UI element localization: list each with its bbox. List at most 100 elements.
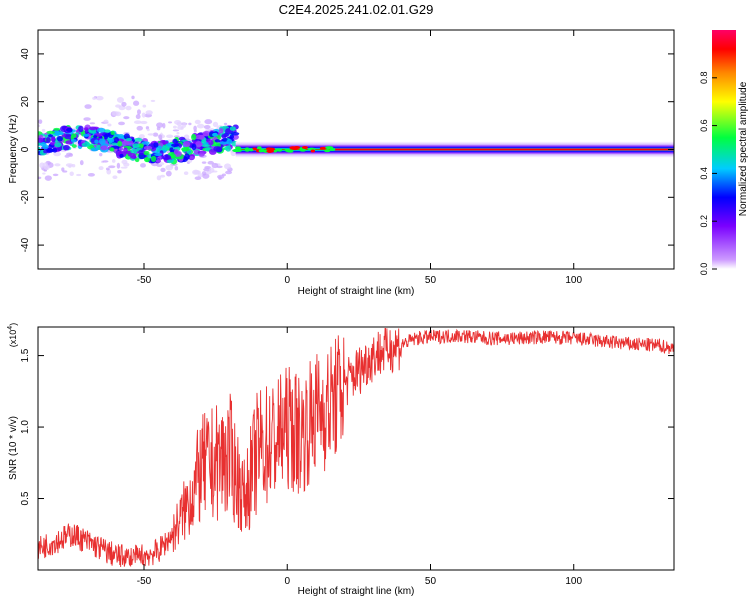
spectrogram-scatter	[118, 122, 125, 126]
spectrogram-peak-dot	[249, 148, 253, 151]
spectrogram-cluster	[126, 138, 132, 141]
spectrogram-cluster	[225, 145, 231, 151]
spectrogram-panel: -50 0 50 100-40-2002040 Height of straight …	[8, 30, 674, 297]
spectrogram-scatter	[103, 120, 108, 124]
spectrogram-cluster	[63, 145, 70, 151]
spectrogram-cluster	[162, 146, 170, 151]
spectrogram-scatter	[92, 97, 96, 100]
figure: C2E4.2025.241.02.01.G29 -50 0 50 100-40-200…	[0, 0, 750, 600]
spectrogram-scatter	[137, 109, 141, 115]
spectrogram-scatter	[96, 96, 104, 101]
spectrogram-cluster	[51, 137, 55, 142]
spectrogram-ytick-label: -40	[20, 237, 31, 252]
spectrogram-scatter	[54, 163, 60, 166]
spectrogram-scatter	[204, 119, 212, 124]
spectrogram-scatter	[173, 126, 177, 129]
spectrogram-cluster	[119, 147, 124, 150]
spectrogram-cluster	[215, 139, 220, 142]
spectrogram-scatter	[121, 102, 126, 107]
colorbar-tick-label: 0.2	[699, 215, 709, 228]
spectrogram-peak-dot	[276, 148, 282, 151]
spectrogram-scatter	[99, 153, 102, 156]
spectrogram-scatter	[42, 172, 45, 174]
spectrogram-scatter	[117, 97, 124, 103]
snr-series-line	[38, 328, 674, 567]
spectrogram-scatter	[65, 155, 70, 158]
spectrogram-scatter	[195, 176, 202, 180]
spectrogram-cluster	[230, 126, 236, 131]
spectrogram-scatter	[202, 161, 207, 163]
spectrogram-cluster	[56, 132, 65, 135]
spectrogram-scatter	[151, 100, 156, 102]
spectrogram-scatter	[209, 167, 214, 172]
spectrogram-peak-dot	[302, 146, 308, 149]
snr-marks	[38, 328, 674, 567]
spectrogram-cluster	[109, 147, 114, 151]
colorbar-label: Normalized spectral amplitude	[738, 81, 749, 216]
spectrogram-scatter	[166, 134, 173, 138]
spectrogram-scatter	[184, 171, 188, 175]
spectrogram-scatter	[117, 163, 120, 169]
spectrogram-scatter	[197, 124, 205, 129]
spectrogram-peak-dot	[268, 148, 275, 151]
colorbar-tick-label: 0.6	[699, 119, 709, 132]
spectrogram-scatter	[106, 167, 110, 170]
snr-scale-label: (x104)	[7, 323, 18, 347]
spectrogram-cluster	[122, 140, 130, 145]
spectrogram-peak-dot	[293, 146, 300, 149]
spectrogram-cluster	[47, 149, 55, 152]
spectrogram-cluster	[72, 144, 77, 148]
spectrogram-scatter	[43, 163, 49, 168]
spectrogram-cluster	[132, 143, 140, 148]
spectrogram-scatter	[102, 160, 108, 162]
spectrogram-peak-dot	[257, 146, 261, 149]
spectrogram-scatter	[123, 116, 129, 119]
spectrogram-xtick-label: 50	[425, 275, 437, 286]
colorbar-gradient	[712, 30, 736, 269]
spectrogram-cluster	[104, 129, 111, 132]
spectrogram-scatter	[80, 160, 84, 165]
spectrogram-scatter	[173, 129, 179, 131]
spectrogram-scatter	[142, 112, 146, 117]
spectrogram-cluster	[190, 156, 194, 160]
spectrogram-ytick-label: 0	[20, 146, 31, 152]
spectrogram-scatter	[224, 123, 227, 125]
spectrogram-scatter	[125, 106, 131, 111]
spectrogram-cluster	[57, 136, 63, 141]
spectrogram-scatter	[140, 163, 146, 168]
spectrogram-scatter	[224, 163, 231, 169]
spectrogram-cluster	[219, 128, 223, 134]
spectrogram-cluster	[66, 128, 73, 132]
spectrogram-cluster	[78, 126, 83, 133]
spectrogram-cluster	[71, 133, 76, 138]
chart-title: C2E4.2025.241.02.01.G29	[279, 2, 434, 17]
spectrogram-cluster	[163, 141, 169, 144]
snr-xlabel: Height of straight line (km)	[298, 586, 415, 597]
spectrogram-scatter	[53, 174, 59, 176]
spectrogram-cluster	[213, 146, 222, 151]
spectrogram-cluster	[181, 147, 189, 151]
spectrogram-cluster	[128, 153, 136, 157]
spectrogram-scatter	[117, 170, 122, 173]
spectrogram-cluster	[99, 138, 106, 144]
spectrogram-cluster	[53, 128, 60, 131]
spectrogram-scatter	[38, 119, 42, 124]
spectrogram-cluster	[191, 134, 196, 140]
spectrogram-scatter	[147, 129, 150, 132]
spectrogram-cluster	[171, 144, 179, 147]
spectrogram-cluster	[191, 144, 196, 151]
colorbar: 0.0 0.2 0.4 0.6 0.8 Normalized spectral ampl…	[699, 30, 749, 275]
spectrogram-cluster	[108, 138, 114, 142]
spectrogram-cluster	[119, 154, 123, 158]
spectrogram-cluster	[94, 139, 99, 143]
spectrogram-scatter	[168, 121, 172, 123]
snr-panel: -50 0 50 1000.51.01.5 Height of straight li…	[7, 323, 674, 597]
spectrogram-ytick-label: -20	[20, 190, 31, 205]
spectrogram-scatter	[112, 175, 117, 179]
spectrogram-cluster	[111, 142, 117, 145]
spectrogram-peak-dot	[300, 149, 307, 152]
spectrogram-peak-dot	[288, 150, 293, 153]
spectrogram-scatter	[217, 175, 224, 179]
spectrogram-cluster	[89, 126, 96, 130]
spectrogram-cluster	[201, 140, 206, 144]
